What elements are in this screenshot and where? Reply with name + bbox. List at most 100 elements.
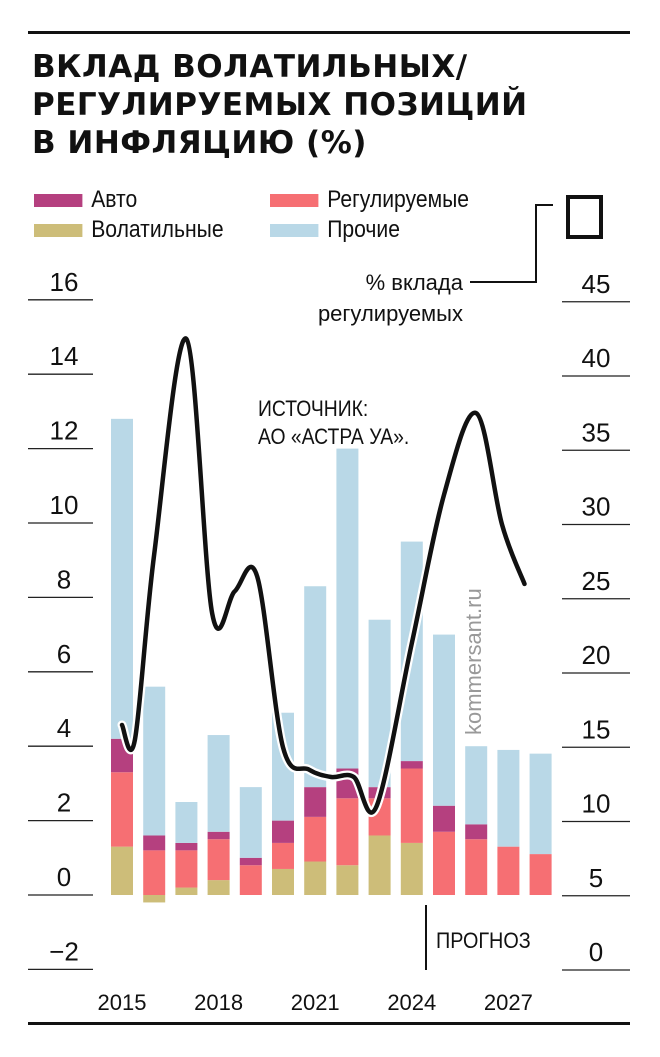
left-tick-label: 14 [50,341,79,371]
bar-segment-other-2019 [239,787,262,858]
bar-segment-other-2018 [207,735,230,832]
bar-segment-auto-2021 [304,787,327,817]
chart-title: ВКЛАД ВОЛАТИЛЬНЫХ/ РЕГУЛИРУЕМЫХ ПОЗИЦИЙ … [32,48,632,162]
x-tick-label: 2021 [291,990,340,1015]
bar-segment-volatile-2024 [400,842,423,895]
right-tick-label: 40 [582,343,611,373]
legend-regulated: Регулируемые [270,186,469,214]
right-tick-label: 5 [589,863,603,893]
title-line-1: ВКЛАД ВОЛАТИЛЬНЫХ/ [32,49,468,85]
right-tick-label: 15 [582,714,611,744]
source-line-1: ИСТОЧНИК: [258,397,368,421]
bar-segment-other-2016 [143,686,166,836]
title-line-2: РЕГУЛИРУЕМЫХ ПОЗИЦИЙ [32,87,528,123]
bar-segment-regulated-2028 [529,854,552,895]
bar-segment-regulated-2016 [143,850,166,895]
legend-label-volatile: Волатильные [91,216,224,243]
line-legend-text-1: % вклада [366,270,464,295]
right-tick-label: 25 [582,566,611,596]
watermark: kommersant.ru [461,588,486,735]
bar-segment-volatile-2018 [207,880,230,895]
source-line-2: АО «АСТРА УА». [258,425,409,449]
bar-segment-regulated-2017 [175,850,198,888]
bar-segment-auto-2020 [272,820,294,843]
x-axis-labels: 2015 2018 2021 2024 2027 [98,990,533,1015]
left-tick-label: 8 [57,564,71,594]
bar-segment-other-2025 [433,634,455,806]
bar-segment-auto-2024 [400,761,423,769]
top-rule [28,31,630,34]
left-axis-gridlines [28,299,93,971]
bar-segment-regulated-2027 [497,846,520,895]
right-tick-label: 10 [582,789,611,819]
legend-label-other: Прочие [327,216,400,243]
bar-segment-volatile-2016 [143,895,166,903]
right-axis-gridlines [562,301,630,971]
x-tick-label: 2018 [194,990,243,1015]
left-tick-label: 2 [57,788,71,818]
bar-segment-other-2026 [465,746,488,825]
bar-segment-auto-2025 [433,805,455,832]
bar-segment-regulated-2022 [336,798,359,866]
stacked-bars [111,418,552,903]
legend-line-key [566,195,603,239]
legend-label-regulated: Регулируемые [327,186,470,213]
bar-segment-auto-2026 [465,824,488,840]
bar-segment-volatile-2023 [368,835,391,895]
bar-segment-other-2028 [529,753,552,855]
left-tick-label: 16 [50,267,79,297]
bar-segment-regulated-2018 [207,839,230,881]
bar-segment-auto-2017 [175,842,198,851]
legend-label-auto: Авто [91,186,138,213]
bar-segment-volatile-2021 [304,861,327,895]
right-tick-label: 45 [582,269,611,299]
right-tick-label: 30 [582,492,611,522]
line-legend-leader [470,204,553,283]
regulated-share-curve [119,336,527,815]
bar-segment-volatile-2020 [272,868,294,895]
bar-segment-other-2017 [175,802,198,843]
legend-swatch-volatile [34,223,83,237]
annotations: ИСТОЧНИК: АО «АСТРА УА». % вклада регули… [258,204,553,970]
bar-segment-other-2027 [497,749,520,847]
legend-auto: Авто [34,186,137,214]
line-legend-text-2: регулируемых [318,301,463,326]
bar-segment-other-2022 [336,448,359,769]
bar-segment-regulated-2019 [239,865,262,895]
legend-swatch-other [270,223,319,237]
bar-segment-other-2023 [368,619,391,788]
left-tick-label: 4 [57,713,71,743]
bar-segment-auto-2018 [207,831,230,840]
bar-segment-volatile-2022 [336,865,359,895]
regulated-share-line [117,334,529,817]
legend-swatch-regulated [270,193,319,207]
legend-volatile: Волатильные [34,216,224,244]
right-tick-label: 0 [589,937,603,967]
left-tick-label: 12 [50,416,79,446]
right-tick-label: 35 [582,417,611,447]
legend-swatch-auto [34,193,83,207]
bar-segment-auto-2019 [239,857,262,866]
left-axis-labels: 16 14 12 10 8 6 4 2 0 −2 [49,267,79,967]
x-tick-label: 2024 [387,990,436,1015]
x-tick-label: 2015 [98,990,147,1015]
title-line-3: В ИНФЛЯЦИЮ (%) [32,125,367,161]
left-tick-label: 10 [50,490,79,520]
x-tick-label: 2027 [484,990,533,1015]
bar-segment-regulated-2024 [400,768,423,843]
bottom-rule [28,1022,630,1025]
bar-segment-auto-2016 [143,835,166,851]
left-tick-label: 0 [57,862,71,892]
bar-segment-regulated-2021 [304,816,327,862]
bar-segment-regulated-2026 [465,839,488,895]
legend-other: Прочие [270,216,400,244]
left-tick-label: −2 [49,936,79,966]
bar-segment-regulated-2025 [433,831,455,895]
left-tick-label: 6 [57,639,71,669]
bar-segment-regulated-2015 [111,772,133,847]
bar-segment-volatile-2015 [111,846,133,895]
forecast-label: ПРОГНОЗ [436,929,531,953]
bar-segment-volatile-2017 [175,887,198,895]
bar-segment-other-2015 [111,418,133,739]
